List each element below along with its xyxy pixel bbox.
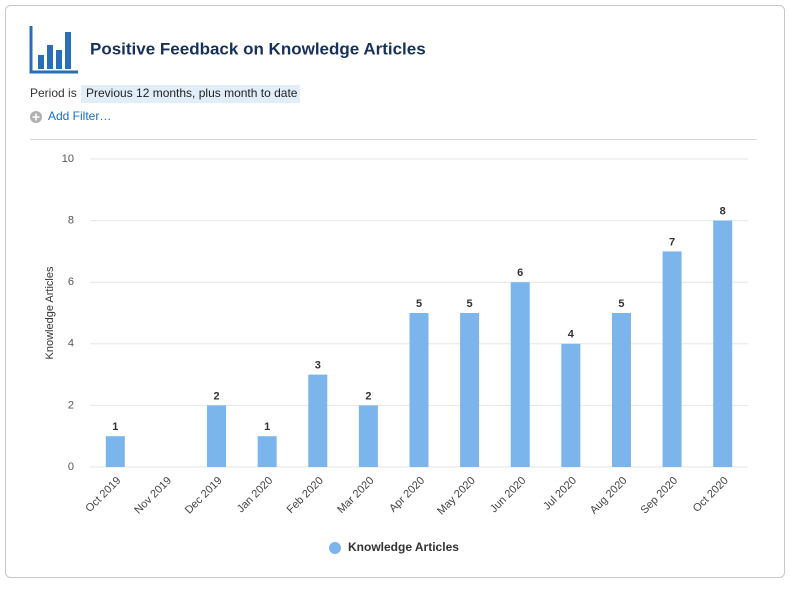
bar (561, 343, 581, 467)
bar (510, 282, 530, 467)
filter-value[interactable]: Previous 12 months, plus month to date (86, 86, 298, 100)
bar (409, 313, 429, 467)
data-label: 1 (264, 421, 270, 433)
y-tick-label: 2 (68, 399, 74, 411)
filter-label: Period is (30, 86, 77, 100)
chart-icon (29, 26, 78, 74)
legend-label: Knowledge Articles (348, 540, 459, 554)
y-tick-label: 0 (68, 461, 74, 473)
data-label: 3 (315, 360, 321, 372)
data-label: 2 (365, 390, 371, 402)
filter-pill[interactable] (81, 85, 300, 103)
data-label: 2 (213, 390, 219, 402)
y-tick-label: 4 (68, 338, 74, 350)
bar (611, 313, 631, 467)
data-label: 5 (618, 298, 624, 310)
data-label: 8 (720, 206, 726, 218)
data-label: 5 (416, 298, 422, 310)
bar (207, 405, 227, 467)
bar (358, 405, 378, 467)
legend-marker (329, 542, 341, 554)
bar (713, 220, 733, 467)
bar (257, 436, 277, 467)
bar (105, 436, 125, 467)
y-axis-title: Knowledge Articles (44, 266, 56, 359)
chart-title: Positive Feedback on Knowledge Articles (90, 39, 426, 58)
bar (460, 313, 480, 467)
data-label: 1 (112, 421, 118, 433)
bar (308, 374, 328, 467)
data-label: 4 (568, 329, 575, 341)
add-filter-link[interactable]: Add Filter… (48, 109, 111, 123)
data-label: 7 (669, 236, 675, 248)
y-tick-label: 8 (68, 215, 74, 227)
data-label: 5 (467, 298, 473, 310)
y-tick-label: 6 (68, 276, 74, 288)
y-tick-label: 10 (62, 153, 74, 165)
add-icon-plus[interactable] (32, 113, 40, 121)
data-label: 6 (517, 267, 523, 279)
bar (662, 251, 682, 467)
card-border (5, 5, 785, 578)
